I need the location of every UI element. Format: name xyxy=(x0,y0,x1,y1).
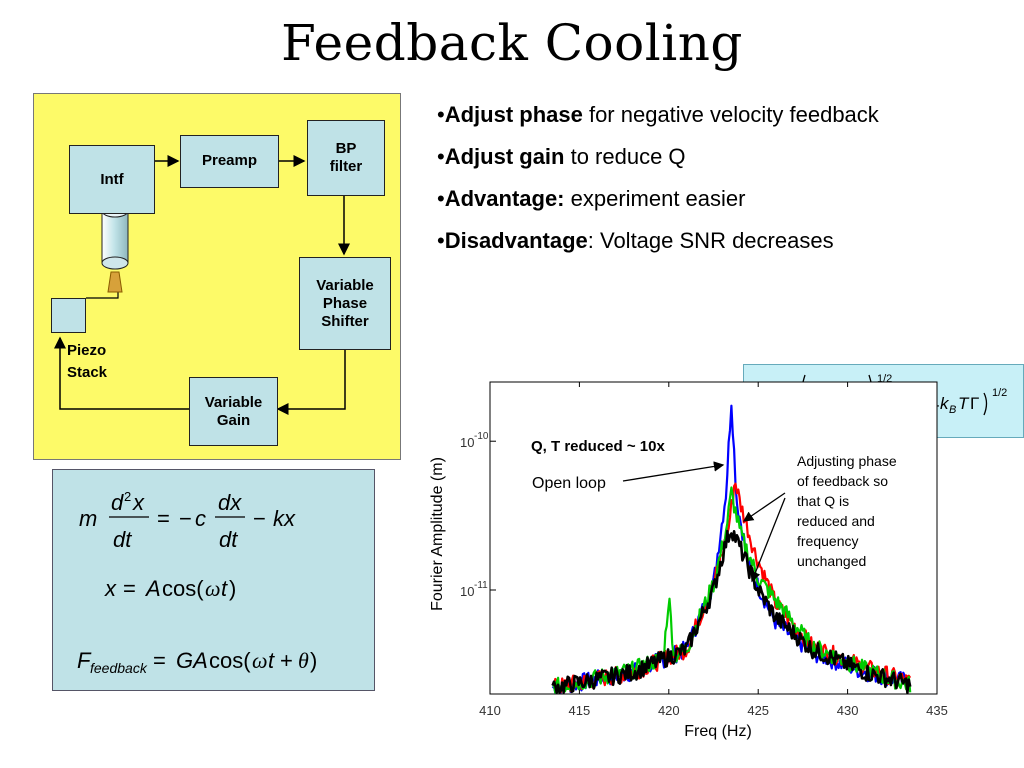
y-tick-exponent: -11 xyxy=(474,580,488,591)
bp-filter-block: BP filter xyxy=(307,120,385,196)
phase-shifter-block: Variable Phase Shifter xyxy=(299,257,391,350)
x-tick-label: 435 xyxy=(926,703,948,718)
y-axis-label: Fourier Amplitude (m) xyxy=(429,457,446,611)
svg-text:d: d xyxy=(111,490,124,515)
svg-text:dx: dx xyxy=(218,490,242,515)
annotation-q-t-reduced: Q, T reduced ~ 10x xyxy=(531,438,665,455)
svg-text:x: x xyxy=(132,490,145,515)
bullet-list: •Adjust phase for negative velocity feed… xyxy=(437,100,907,268)
svg-text:Γ: Γ xyxy=(970,394,979,413)
svg-text:): ) xyxy=(310,648,317,673)
svg-text:dt: dt xyxy=(219,527,238,552)
svg-text:k: k xyxy=(940,394,950,413)
svg-text:GA: GA xyxy=(176,648,208,673)
x-axis-label: Freq (Hz) xyxy=(684,723,752,740)
svg-text:dt: dt xyxy=(113,527,132,552)
annotation-adjusting-line: that Q is xyxy=(797,493,849,509)
y-tick-label: 10 xyxy=(460,435,474,450)
piezo-stack-label: Piezo Stack xyxy=(67,342,108,381)
svg-text:t: t xyxy=(221,576,228,601)
adjusting-arrow-lower xyxy=(750,497,786,583)
svg-text:T: T xyxy=(958,394,970,413)
svg-text:): ) xyxy=(229,576,236,601)
svg-text:=: = xyxy=(157,506,170,531)
bullet-item: •Adjust gain to reduce Q xyxy=(437,144,686,169)
bullet-item: •Advantage: experiment easier xyxy=(437,186,746,211)
svg-text:cos(: cos( xyxy=(162,576,204,601)
svg-text:A: A xyxy=(144,576,161,601)
annotation-adjusting-line: Adjusting phase xyxy=(797,453,897,469)
adjusting-arrow-upper xyxy=(742,492,786,522)
preamp-block: Preamp xyxy=(180,135,279,188)
annotation-open-loop: Open loop xyxy=(532,475,606,492)
svg-text:2: 2 xyxy=(124,489,131,504)
x-tick-label: 430 xyxy=(837,703,859,718)
piezo-stack-block xyxy=(51,298,86,333)
svg-text:θ: θ xyxy=(298,648,309,673)
svg-text:t: t xyxy=(268,648,275,673)
svg-text:m: m xyxy=(79,506,97,531)
feedback-block-diagram: Intf Preamp BP filter Variable Phase Shi… xyxy=(33,93,401,460)
x-tick-label: 425 xyxy=(747,703,769,718)
annotation-adjusting-phase: Adjusting phase of feedback so that Q is re… xyxy=(797,453,897,569)
annotation-adjusting-line: unchanged xyxy=(797,553,866,569)
plot-frame xyxy=(489,381,938,695)
svg-text:+: + xyxy=(280,648,293,673)
x-tick-label: 410 xyxy=(479,703,501,718)
svg-text:−: − xyxy=(179,506,192,531)
svg-text:=: = xyxy=(123,576,136,601)
x-tick-label: 415 xyxy=(569,703,591,718)
x-tick-label: 420 xyxy=(658,703,680,718)
open-loop-arrow xyxy=(622,461,725,482)
svg-text:x: x xyxy=(104,576,117,601)
intf-block: Intf xyxy=(69,145,155,214)
svg-text:−: − xyxy=(253,506,266,531)
y-tick-exponent: -10 xyxy=(474,431,489,442)
annotation-adjusting-line: reduced and xyxy=(797,513,875,529)
svg-text:ω: ω xyxy=(205,576,221,601)
variable-gain-block: Variable Gain xyxy=(189,377,278,446)
svg-text:feedback: feedback xyxy=(90,660,148,676)
svg-text:cos(: cos( xyxy=(209,648,251,673)
annotation-adjusting-line: of feedback so xyxy=(797,473,888,489)
annotation-adjusting-line: frequency xyxy=(797,533,858,549)
svg-text:=: = xyxy=(153,648,166,673)
bullet-item: •Adjust phase for negative velocity feed… xyxy=(437,102,879,127)
svg-text:kx: kx xyxy=(273,506,296,531)
svg-text:c: c xyxy=(195,506,206,531)
svg-text:1/2: 1/2 xyxy=(992,387,1007,399)
bullet-item: •Disadvantage: Voltage SNR decreases xyxy=(437,228,834,253)
svg-text:B: B xyxy=(949,404,956,416)
svg-text:ω: ω xyxy=(252,648,268,673)
slide-title: Feedback Cooling xyxy=(281,14,743,72)
svg-text:F: F xyxy=(77,648,92,673)
spectrum-series-line xyxy=(551,529,912,695)
y-tick-label: 10 xyxy=(460,584,474,599)
